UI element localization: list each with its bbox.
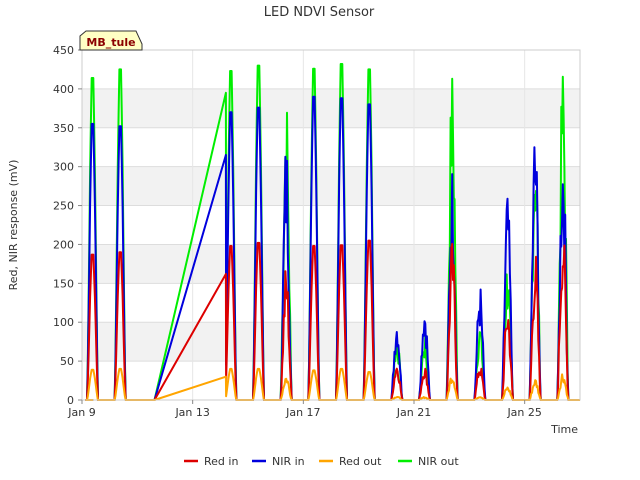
grid-band [82, 88, 580, 128]
legend-item-red-out: Red out [319, 455, 382, 468]
x-tick-label: Jan 17 [285, 406, 320, 419]
series-line-red-out [84, 367, 580, 401]
grid-band [82, 166, 580, 206]
y-tick-label: 300 [53, 161, 74, 174]
plot-frame [81, 49, 581, 401]
series-line-nir-out [84, 63, 580, 401]
background-bands [82, 88, 580, 362]
grid-band [82, 244, 580, 284]
y-tick-label: 450 [53, 44, 74, 57]
series-lines [84, 63, 580, 401]
series-line-nir-in [84, 95, 580, 401]
y-tick-label: 400 [53, 83, 74, 96]
legend-label: NIR out [418, 455, 459, 468]
legend-item-red-in: Red in [184, 455, 238, 468]
legend-item-nir-out: NIR out [398, 455, 459, 468]
y-tick-label: 0 [67, 394, 74, 407]
y-axis-label: Red, NIR response (mV) [7, 160, 20, 291]
x-axis-ticks: Jan 9 Jan 13 Jan 17 Jan 21 Jan 25 [67, 400, 542, 419]
x-tick-label: Jan 25 [506, 406, 541, 419]
legend-label: NIR in [272, 455, 305, 468]
legend-item-nir-in: NIR in [252, 455, 305, 468]
series-line-red-in [84, 239, 580, 401]
legend: Red in NIR in Red out NIR out [184, 455, 459, 468]
y-tick-label: 150 [53, 277, 74, 290]
x-axis-label: Time [550, 423, 578, 436]
y-axis-ticks: 0 50 100 150 200 250 300 350 400 450 [53, 44, 82, 407]
chart-title: LED NDVI Sensor [264, 5, 375, 20]
x-tick-label: Jan 21 [396, 406, 431, 419]
legend-label: Red out [339, 455, 382, 468]
y-tick-label: 350 [53, 122, 74, 135]
site-badge-shape [79, 30, 143, 51]
legend-label: Red in [204, 455, 238, 468]
site-badge: MB_tule [79, 30, 143, 51]
x-tick-label: Jan 13 [174, 406, 209, 419]
y-tick-label: 250 [53, 200, 74, 213]
site-badge-label: MB_tule [86, 36, 135, 49]
y-tick-label: 50 [60, 355, 74, 368]
x-tick-label: Jan 9 [67, 406, 95, 419]
y-tick-label: 200 [53, 238, 74, 251]
y-tick-label: 100 [53, 316, 74, 329]
